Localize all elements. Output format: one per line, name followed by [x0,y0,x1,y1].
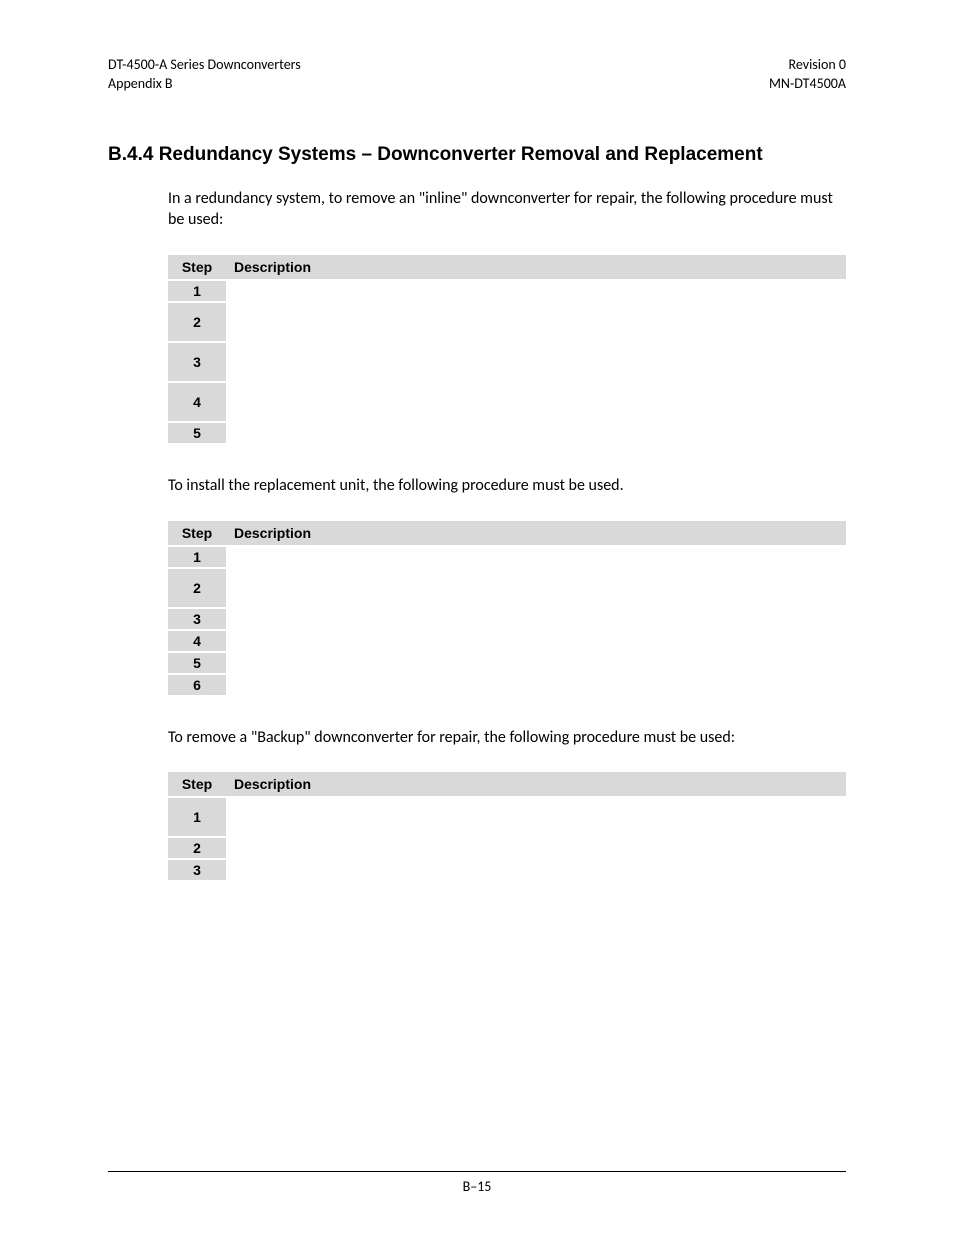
section-title: Redundancy Systems – Downconverter Remov… [159,144,763,165]
table1-header-step: Step [168,255,226,280]
step-description-cell [226,674,846,696]
table1-body: 12345 [168,280,846,444]
table2-header-step: Step [168,521,226,546]
step-number-cell: 3 [168,608,226,630]
table-row: 1 [168,280,846,302]
table-row: 4 [168,382,846,422]
table-row: 6 [168,674,846,696]
step-description-cell [226,422,846,444]
header-left: DT-4500-A Series Downconverters Appendix… [108,56,301,94]
table-row: 1 [168,797,846,837]
steps-table-2: Step Description 123456 [168,521,846,697]
table-row: 2 [168,837,846,859]
table3-body: 123 [168,797,846,881]
step-description-cell [226,342,846,382]
table-row: 3 [168,342,846,382]
table-row: 3 [168,859,846,881]
paragraph-3: To remove a "Backup" downconverter for r… [168,727,846,749]
step-number-cell: 4 [168,382,226,422]
page-number: B–15 [463,1178,492,1195]
table-row: 2 [168,302,846,342]
table1-header-description: Description [226,255,846,280]
step-number-cell: 1 [168,280,226,302]
table3-header-description: Description [226,772,846,797]
step-number-cell: 2 [168,568,226,608]
step-description-cell [226,382,846,422]
step-number-cell: 6 [168,674,226,696]
header-right-line1: Revision 0 [769,56,846,75]
step-number-cell: 4 [168,630,226,652]
step-number-cell: 2 [168,837,226,859]
table2-header-description: Description [226,521,846,546]
table-row: 4 [168,630,846,652]
table-row: 3 [168,608,846,630]
header-right-line2: MN-DT4500A [769,75,846,94]
step-number-cell: 3 [168,342,226,382]
table-row: 5 [168,422,846,444]
paragraph-2: To install the replacement unit, the fol… [168,475,846,497]
table3-header-step: Step [168,772,226,797]
steps-table-3: Step Description 123 [168,772,846,882]
step-number-cell: 5 [168,422,226,444]
step-description-cell [226,837,846,859]
section-heading: B.4.4 Redundancy Systems – Downconverter… [108,144,846,166]
step-number-cell: 5 [168,652,226,674]
step-number-cell: 2 [168,302,226,342]
step-description-cell [226,859,846,881]
header-left-line1: DT-4500-A Series Downconverters [108,56,301,75]
step-description-cell [226,546,846,568]
header-right: Revision 0 MN-DT4500A [769,56,846,94]
step-number-cell: 1 [168,546,226,568]
step-description-cell [226,302,846,342]
step-description-cell [226,797,846,837]
table-row: 5 [168,652,846,674]
step-description-cell [226,568,846,608]
step-number-cell: 1 [168,797,226,837]
header-left-line2: Appendix B [108,75,301,94]
step-description-cell [226,280,846,302]
table2-body: 123456 [168,546,846,696]
step-description-cell [226,630,846,652]
step-number-cell: 3 [168,859,226,881]
table-row: 2 [168,568,846,608]
step-description-cell [226,652,846,674]
page-footer: B–15 [108,1171,846,1195]
steps-table-1: Step Description 12345 [168,255,846,445]
section-number: B.4.4 [108,144,153,165]
table-row: 1 [168,546,846,568]
step-description-cell [226,608,846,630]
paragraph-1: In a redundancy system, to remove an "in… [168,188,846,231]
page-header: DT-4500-A Series Downconverters Appendix… [108,56,846,94]
